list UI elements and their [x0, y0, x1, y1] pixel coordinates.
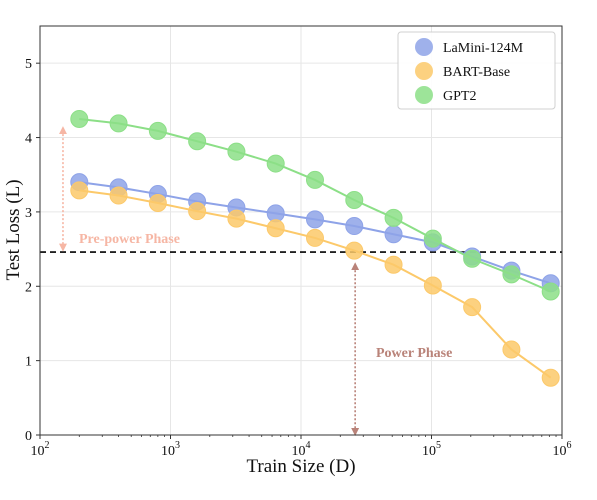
data-point: [305, 170, 324, 189]
legend-marker: [415, 38, 433, 56]
legend-entry: BART-Base: [415, 62, 510, 80]
data-point: [266, 154, 285, 173]
data-point: [541, 282, 560, 301]
power-phase-label: Power Phase: [376, 346, 452, 361]
data-point: [463, 298, 482, 317]
legend: LaMini-124M BART-Base GPT2: [397, 31, 556, 110]
data-point: [345, 191, 364, 210]
legend-label: LaMini-124M: [443, 41, 524, 56]
y-tick-label: 1: [25, 355, 32, 370]
series-group: [70, 109, 560, 387]
y-tick-label: 5: [25, 57, 32, 72]
data-point: [305, 228, 324, 247]
y-tick-label: 0: [25, 429, 32, 444]
legend-box: [397, 31, 556, 110]
data-point: [423, 276, 442, 295]
data-point: [305, 210, 324, 229]
legend-entry: LaMini-124M: [415, 38, 524, 56]
data-point: [266, 219, 285, 238]
data-point: [227, 142, 246, 161]
legend-label: GPT2: [443, 89, 476, 104]
data-point: [148, 121, 167, 140]
annotations: Pre-power Phase Power Phase: [58, 126, 452, 436]
data-point: [384, 225, 403, 244]
data-point: [70, 181, 89, 200]
data-point: [463, 249, 482, 268]
data-point: [384, 255, 403, 274]
pre-power-label: Pre-power Phase: [79, 232, 180, 247]
data-point: [345, 217, 364, 236]
data-point: [345, 241, 364, 260]
x-tick-label: 105: [422, 440, 441, 459]
data-point: [70, 109, 89, 128]
x-tick-label: 102: [31, 440, 50, 459]
series-bart-base: [70, 181, 560, 387]
data-point: [502, 265, 521, 284]
y-axis-label: Test Loss (L): [3, 179, 24, 280]
data-point: [109, 186, 128, 205]
x-axis-label: Train Size (D): [246, 456, 355, 477]
x-tick-label: 103: [161, 440, 180, 459]
y-tick-label: 2: [25, 280, 32, 295]
y-tick-label: 3: [25, 206, 32, 221]
data-point: [227, 209, 246, 228]
legend-entry: GPT2: [415, 86, 476, 104]
y-tick-label: 4: [25, 132, 32, 147]
data-point: [148, 193, 167, 212]
data-point: [502, 340, 521, 359]
data-point: [188, 202, 207, 221]
legend-marker: [415, 86, 433, 104]
axis-ticks: 102 103 104 105 106 0 1 2 3 4 5: [25, 57, 572, 459]
x-tick-label: 104: [292, 440, 311, 459]
series-gpt2: [70, 109, 560, 301]
data-point: [109, 114, 128, 133]
data-point: [384, 208, 403, 227]
x-tick-label: 106: [553, 440, 572, 459]
data-point: [423, 229, 442, 248]
legend-label: BART-Base: [443, 65, 510, 80]
legend-marker: [415, 62, 433, 80]
data-point: [188, 132, 207, 151]
data-point: [541, 368, 560, 387]
